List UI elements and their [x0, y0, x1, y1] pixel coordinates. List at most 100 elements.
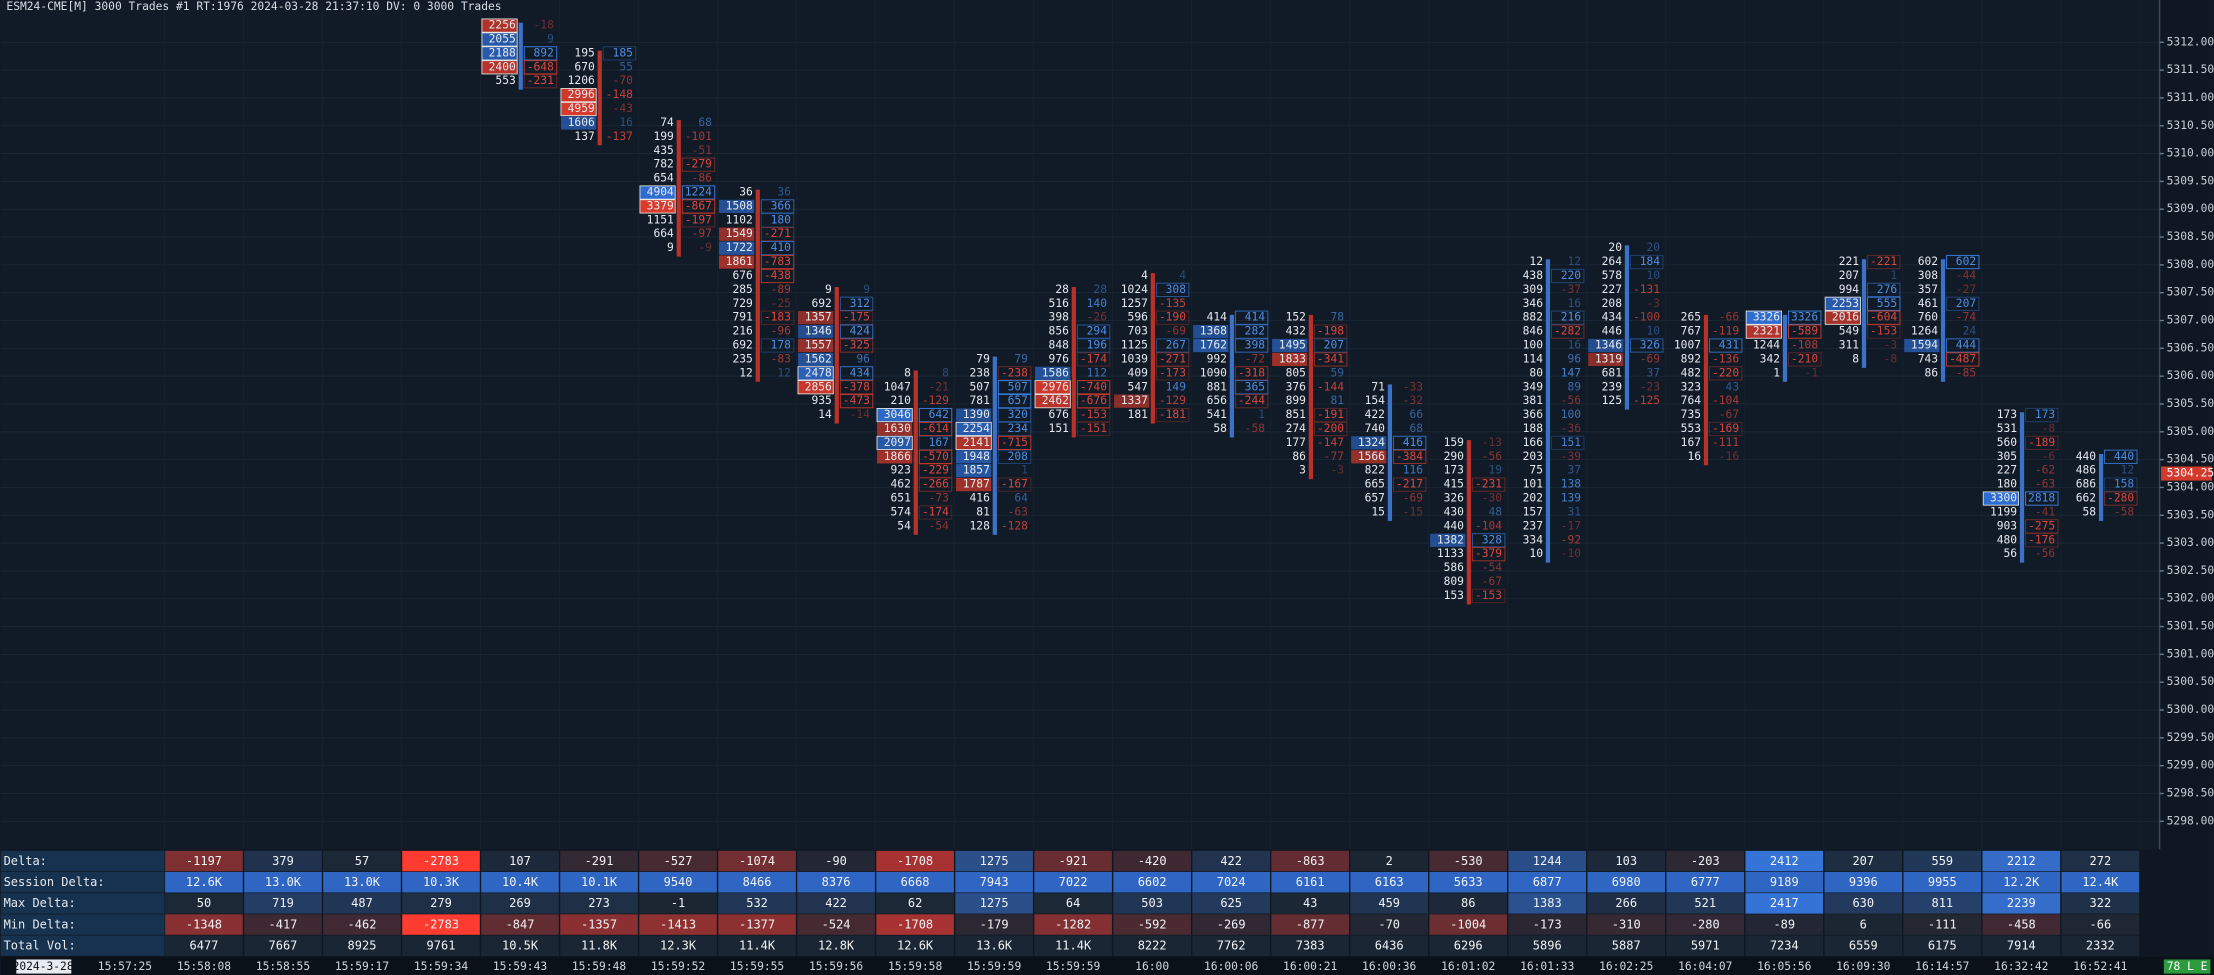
volume-label: 80 — [1529, 366, 1543, 379]
delta-cell — [523, 74, 558, 89]
volume-cell — [639, 199, 676, 214]
volume-label: 1257 — [1121, 297, 1148, 310]
table-cell — [639, 914, 717, 935]
delta-label: -56 — [2035, 547, 2056, 560]
delta-label: 139 — [1561, 492, 1582, 505]
volume-cell — [1351, 450, 1387, 464]
grid — [0, 0, 2160, 850]
volume-label: 664 — [653, 227, 674, 240]
volume-label: 578 — [1602, 269, 1623, 282]
delta-label: 276 — [1877, 283, 1898, 296]
delta-label: 657 — [1008, 394, 1028, 407]
volume-label: 602 — [1918, 255, 1938, 268]
delta-label: -169 — [1712, 422, 1739, 435]
row-label: Total Vol: — [4, 939, 76, 953]
table-cell — [639, 871, 717, 893]
table-cell — [2061, 935, 2140, 956]
table-value: 13.0K — [265, 875, 302, 889]
delta-label: -144 — [1317, 380, 1344, 393]
table-cell — [718, 935, 796, 956]
volume-label: 440 — [1444, 519, 1465, 532]
delta-cell — [760, 268, 795, 284]
volume-cell — [1982, 491, 2019, 506]
time-label: 16:32:42 — [1994, 960, 2048, 973]
delta-cell — [1471, 533, 1506, 548]
volume-label: 740 — [1365, 422, 1386, 435]
y-tick-label: 5304.50 — [2167, 453, 2214, 466]
volume-label: 14 — [818, 408, 832, 421]
table-value: -291 — [585, 854, 614, 868]
volume-label: 264 — [1602, 255, 1623, 268]
table-cell — [165, 871, 243, 893]
delta-cell — [839, 394, 874, 409]
time-label: 15:59:52 — [651, 960, 705, 973]
table-value: -877 — [1296, 917, 1325, 931]
volume-label: 2253 — [1832, 297, 1859, 310]
date-box — [16, 959, 72, 974]
table-value: -280 — [1691, 917, 1720, 931]
delta-cell — [1313, 338, 1348, 353]
delta-label: -147 — [1317, 436, 1344, 449]
delta-label: -153 — [1080, 408, 1107, 421]
table-cell — [1271, 871, 1349, 893]
table-value: -179 — [980, 917, 1009, 931]
delta-label: 1 — [1258, 408, 1265, 421]
delta-label: -66 — [1719, 311, 1740, 324]
delta-cell — [918, 435, 953, 451]
candle-bar — [1861, 259, 1867, 368]
volume-label: 1199 — [1990, 505, 2017, 518]
volume-label: 1549 — [726, 227, 753, 240]
volume-cell — [797, 380, 834, 395]
table-value: 8925 — [348, 939, 377, 953]
delta-label: -41 — [2035, 505, 2056, 518]
candle-bar — [1545, 259, 1551, 563]
table-cell — [1192, 893, 1270, 914]
table-value: 2332 — [2086, 939, 2115, 953]
delta-label: 96 — [856, 352, 870, 365]
table-cell — [1666, 893, 1745, 914]
volume-label: 290 — [1444, 450, 1465, 463]
delta-label: 116 — [1403, 464, 1424, 477]
delta-label: 78 — [1330, 311, 1344, 324]
delta-cell — [1076, 352, 1111, 367]
delta-label: 308 — [1166, 283, 1187, 296]
volume-label: 1346 — [1595, 339, 1622, 352]
delta-label: -131 — [1633, 283, 1660, 296]
table-cell — [639, 850, 717, 872]
table-cell — [165, 935, 243, 956]
delta-label: -54 — [1482, 561, 1503, 574]
volume-label: 2996 — [568, 88, 595, 101]
table-value: 13.6K — [976, 939, 1013, 953]
delta-cell — [602, 46, 637, 61]
delta-label: 328 — [1482, 533, 1503, 546]
delta-label: -176 — [2028, 533, 2055, 546]
volume-label: 285 — [732, 283, 752, 296]
delta-label: -111 — [1712, 436, 1739, 449]
delta-label: -210 — [1791, 352, 1818, 365]
volume-cell — [956, 450, 992, 464]
table-cell — [1903, 935, 1982, 956]
delta-label: -271 — [764, 227, 791, 240]
delta-label: 1 — [1021, 464, 1028, 477]
delta-cell — [760, 310, 795, 325]
table-cell — [1271, 893, 1349, 914]
y-tick-label: 5302.00 — [2167, 592, 2214, 605]
volume-label: 1324 — [1358, 436, 1385, 449]
delta-cell — [1234, 394, 1269, 409]
table-value: 2212 — [2007, 854, 2036, 868]
volume-label: 75 — [1529, 464, 1543, 477]
delta-label: -43 — [613, 102, 633, 115]
volume-label: 1102 — [726, 213, 753, 226]
delta-label: 2818 — [2028, 492, 2055, 505]
delta-cell — [1155, 352, 1190, 367]
volume-label: 8 — [904, 366, 911, 379]
volume-label: 237 — [1523, 519, 1543, 532]
table-value: 12.6K — [186, 875, 223, 889]
badge-box — [2163, 959, 2211, 974]
y-tick-label: 5305.00 — [2167, 425, 2214, 438]
delta-label: -32 — [1403, 394, 1423, 407]
delta-label: 267 — [1166, 339, 1186, 352]
volume-label: 1557 — [805, 339, 832, 352]
delta-label: -15 — [1403, 505, 1423, 518]
volume-label: 58 — [1213, 422, 1227, 435]
